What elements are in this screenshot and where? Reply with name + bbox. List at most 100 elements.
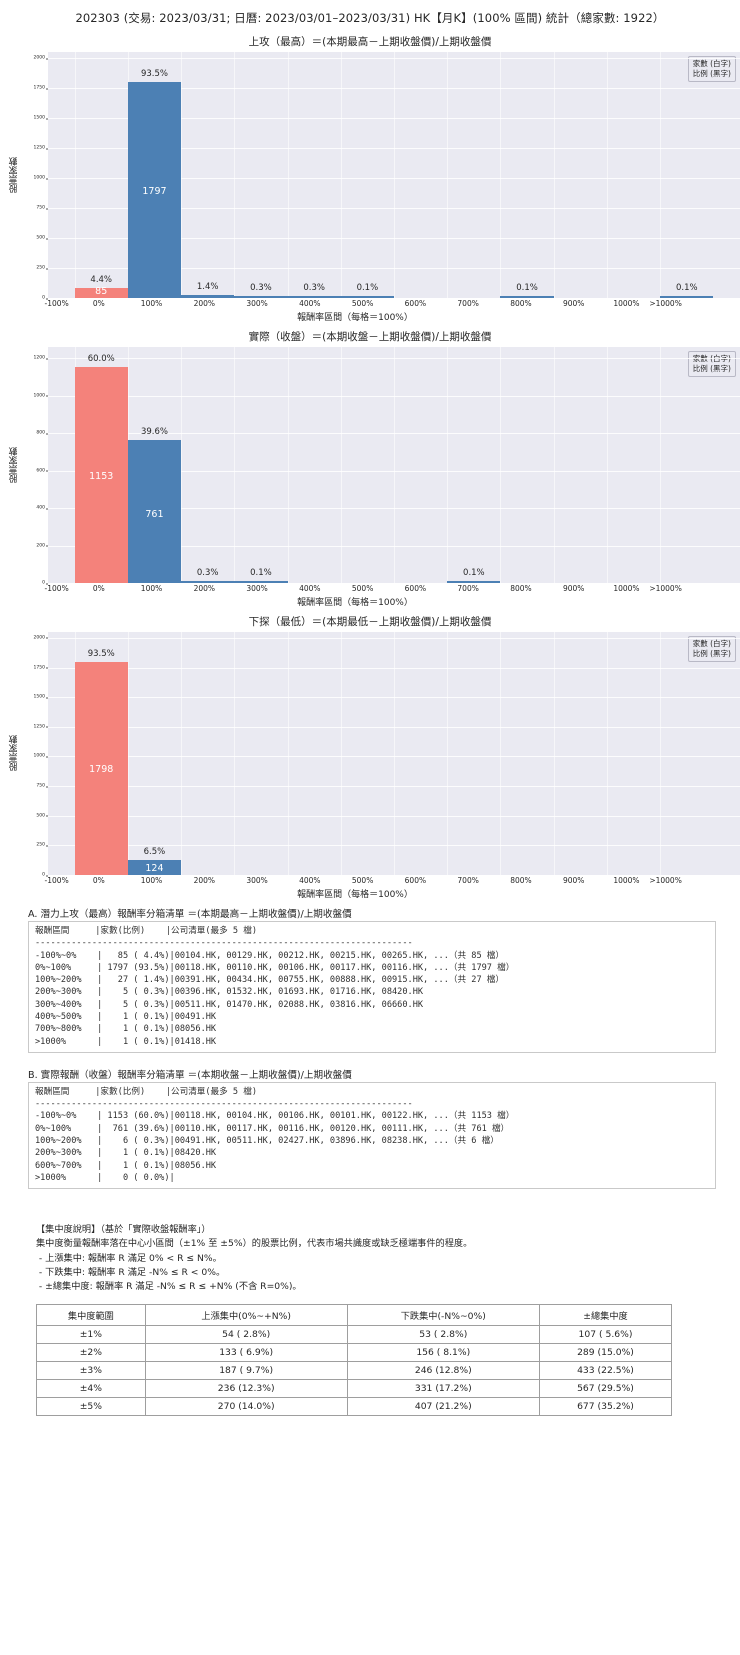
page-title: 202303 (交易: 2023/03/31; 日曆: 2023/03/01–2…: [75, 11, 665, 25]
table-cell: 677 (35.2%): [538, 1397, 673, 1417]
x-tick-label: 900%: [562, 299, 585, 308]
table-cell: 187 ( 9.7%): [144, 1361, 348, 1381]
table-row: ±4% 236 (12.3%) 331 (17.2%) 567 (29.5%): [36, 1379, 673, 1399]
bar-percent-label: 93.5%: [87, 648, 115, 659]
y-axis-ticks: 0 250 500 750 1000 1250 1500 1750 2000: [22, 52, 49, 301]
x-tick-label: 700%: [457, 876, 479, 885]
x-tick-label: >1000%: [649, 299, 682, 308]
gridline: [48, 875, 740, 876]
vertical-gridline: [553, 347, 555, 583]
x-tick-label: 0%: [92, 876, 105, 885]
table-cell: ±5%: [36, 1397, 146, 1417]
vertical-gridline: [394, 347, 395, 583]
vertical-gridline: [74, 52, 76, 298]
table-row: ±3% 187 ( 9.7%) 246 (12.8%) 433 (22.5%): [36, 1361, 673, 1381]
bar-percent-label: 39.6%: [140, 427, 168, 438]
gridline: [48, 298, 740, 299]
x-tick-label: 600%: [404, 876, 427, 885]
bar--100%~0%: 1798: [74, 661, 128, 875]
table-cell: 156 ( 8.1%): [346, 1343, 540, 1363]
x-tick-label: 400%: [299, 876, 321, 885]
y-axis-label: 股票家數: [9, 735, 20, 772]
section-a-box: 報酬區間 |家數(比例) |公司清單(最多 5 檔) -------------…: [28, 921, 716, 1053]
vertical-gridline: [606, 632, 608, 875]
y-tick-label: 0: [42, 580, 48, 586]
y-tick-label: 400: [36, 505, 48, 511]
x-tick-label: 0%: [92, 584, 105, 593]
table-cell: 107 ( 5.6%): [538, 1325, 673, 1345]
y-tick-label: 600: [36, 468, 48, 474]
vertical-gridline: [340, 632, 342, 875]
vertical-gridline: [181, 632, 183, 875]
x-tick-label: 100%: [140, 876, 163, 885]
bar-0%~100%: 761: [127, 440, 182, 583]
x-tick-label: 600%: [404, 584, 427, 593]
x-tick-label: 1000%: [613, 876, 640, 885]
x-tick-label: 300%: [246, 876, 268, 885]
bar-percent-label: 60.0%: [87, 354, 115, 365]
bar-100%~200%: [181, 294, 235, 298]
x-axis-ticks: -100% 0% 100% 200% 300% 400% 500% 600% 700% 800% 9…: [44, 583, 732, 596]
x-tick-label: >1000%: [649, 584, 682, 593]
vertical-gridline: [181, 52, 183, 298]
y-tick-label: 1200: [33, 355, 49, 361]
bar-0%~100%: 124: [127, 860, 182, 875]
legend-line-ratio: 比例 (黑字): [692, 69, 731, 79]
bar-200%~300%: [234, 296, 288, 298]
x-tick-label: 300%: [246, 299, 268, 308]
y-tick-label: 1500: [33, 115, 49, 121]
x-tick-label: 100%: [140, 584, 163, 593]
x-tick-label: -100%: [44, 584, 69, 593]
bar-100%~200%: [181, 581, 235, 583]
notes-line-4: - 下跌集中: 報酬率 R 滿足 -N% ≤ R < 0%。: [36, 1266, 226, 1278]
bar-percent-label: 0.1%: [516, 283, 538, 293]
notes-line-2: 集中度衡量報酬率落在中心小區間（±1% 至 ±5%）的股票比例，代表市場共識度或…: [36, 1238, 473, 1250]
x-tick-label: 500%: [351, 876, 374, 885]
x-tick-label: 100%: [140, 299, 163, 308]
vertical-gridline: [606, 52, 608, 298]
x-tick-label: >1000%: [649, 876, 682, 885]
bar-count-label: 1153: [89, 470, 114, 482]
x-axis-ticks: -100% 0% 100% 200% 300% 400% 500% 600% 700% 800% 9…: [45, 875, 732, 888]
x-tick-label: 800%: [510, 299, 532, 308]
x-tick-label: 800%: [510, 876, 532, 885]
chart-title: 實際（收盤）＝(本期收盤－上期收盤價)/上期收盤價: [248, 331, 492, 343]
vertical-gridline: [340, 52, 342, 298]
chart-title: 下探（最低）＝(本期最低－上期收盤價)/上期收盤價: [248, 616, 492, 628]
bar-300%~400%: [287, 296, 341, 298]
y-tick-label: 200: [36, 543, 48, 549]
legend-box: 家數 (白字) 比例 (黑字): [687, 636, 736, 663]
plot-area: 家數 (白字) 比例 (黑字) 85 4.4% 1797 93.5% 1.4% 0.3% 0…: [48, 52, 740, 299]
y-tick-label: 0: [42, 295, 48, 301]
x-tick-label: 200%: [193, 876, 216, 885]
vertical-gridline: [127, 632, 129, 875]
plot-area: 家數 (白字) 比例 (黑字) 1153 60.0% 761 39.6% 0.3% 0.1…: [48, 347, 740, 584]
x-tick-label: -100%: [44, 299, 69, 308]
gridline: [48, 583, 740, 584]
vertical-gridline: [660, 52, 662, 298]
table-cell: 289 (15.0%): [538, 1343, 673, 1363]
notes-line-3: - 上漲集中: 報酬率 R 滿足 0% < R ≤ N%。: [36, 1252, 222, 1264]
chart-block-downside: 下探（最低）＝(本期最低－上期收盤價)/上期收盤價 股票家數 0 250 500 75…: [0, 614, 740, 900]
bar-0%~100%: 1797: [127, 82, 182, 298]
vertical-gridline: [234, 52, 236, 298]
report-page: 202303 (交易: 2023/03/31; 日曆: 2023/03/01–2…: [0, 11, 740, 1417]
x-tick-label: 400%: [299, 584, 321, 593]
x-axis-ticks: -100% 0% 100% 200% 300% 400% 500% 600% 700% 800% 9…: [44, 298, 732, 311]
y-tick-label: 0: [42, 872, 48, 878]
table-cell: 407 (21.2%): [346, 1397, 540, 1417]
plot-area: 家數 (白字) 比例 (黑字) 1798 93.5% 124 6.5%: [48, 632, 740, 876]
y-tick-label: 500: [36, 235, 48, 241]
vertical-gridline: [234, 347, 236, 583]
column-header: 上漲集中(0%~+N%): [144, 1304, 348, 1327]
table-cell: ±4%: [36, 1379, 146, 1399]
x-tick-label: 500%: [351, 299, 374, 308]
y-tick-label: 500: [36, 813, 48, 819]
x-tick-label: 900%: [562, 584, 585, 593]
x-tick-label: 700%: [457, 584, 479, 593]
chart-block-upside: 上攻（最高）＝(本期最高－上期收盤價)/上期收盤價 股票家數 0 250 500 75…: [0, 34, 740, 323]
bar-count-label: 1797: [142, 185, 167, 197]
bar->1000%: [660, 296, 714, 298]
vertical-gridline: [447, 347, 449, 583]
y-tick-label: 1250: [33, 145, 49, 151]
